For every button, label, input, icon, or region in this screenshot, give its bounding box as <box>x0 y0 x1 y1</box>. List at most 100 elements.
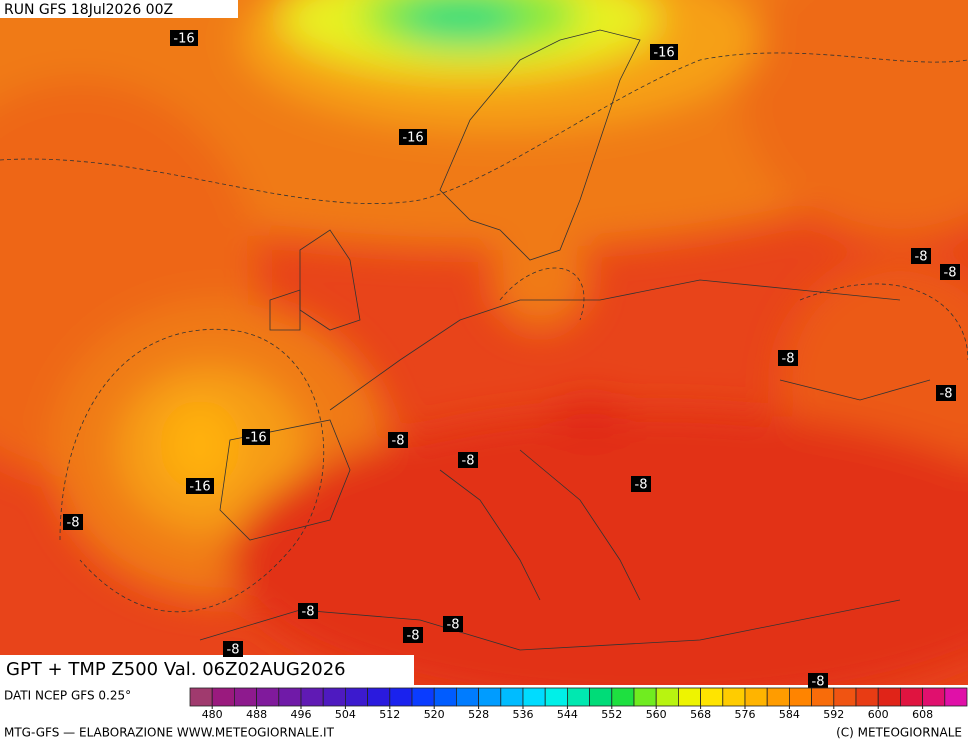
contour-label: -16 <box>245 431 266 446</box>
contour-label: -8 <box>227 643 240 658</box>
contour-label-box <box>911 248 931 264</box>
contour-label: -8 <box>67 516 80 531</box>
source-label: DATI NCEP GFS 0.25° <box>4 689 131 703</box>
colorbar-box <box>300 687 324 707</box>
colorbar-box <box>389 687 413 707</box>
map-field <box>0 0 968 685</box>
colorbar-tick-label: 504 <box>335 708 356 721</box>
header-box <box>0 0 238 18</box>
contour-label: -8 <box>782 352 795 367</box>
contour-label-box <box>808 673 828 689</box>
contour-label: -8 <box>812 675 825 690</box>
colorbar-tick-label: 600 <box>868 708 889 721</box>
colorbar-box <box>367 687 391 707</box>
colorbar-box <box>211 687 235 707</box>
contour-label: -8 <box>302 605 315 620</box>
contour-label-box <box>631 476 651 492</box>
contour-label-box <box>63 514 83 530</box>
contour-label-box <box>399 129 427 145</box>
colorbar-tick-label: 608 <box>912 708 933 721</box>
colorbar-tick-label: 584 <box>779 708 800 721</box>
contour-label: -8 <box>944 266 957 281</box>
contour-label-box <box>388 432 408 448</box>
contour-label-box <box>403 627 423 643</box>
colorbar-box <box>567 687 591 707</box>
colorbar-box <box>411 687 435 707</box>
colorbar-tick-label: 560 <box>646 708 667 721</box>
colorbar-tick-label: 480 <box>202 708 223 721</box>
contour-label: -8 <box>635 478 648 493</box>
contour-label-box <box>186 478 214 494</box>
colorbar-box <box>455 687 479 707</box>
colorbar-box <box>678 687 702 707</box>
colorbar-box <box>344 687 368 707</box>
contour-label: -8 <box>462 454 475 469</box>
colorbar-tick-label: 536 <box>513 708 534 721</box>
colorbar-tick-label: 520 <box>424 708 445 721</box>
colorbar-box <box>811 687 835 707</box>
colorbar-box <box>744 687 768 707</box>
contour-label-box <box>242 429 270 445</box>
colorbar-box <box>655 687 679 707</box>
colorbar-box <box>633 687 657 707</box>
contour-label: -8 <box>940 387 953 402</box>
contour-label-box <box>443 616 463 632</box>
colorbar-tick-label: 544 <box>557 708 578 721</box>
contour-label-box <box>650 44 678 60</box>
colorbar-box <box>433 687 457 707</box>
colorbar-tick-label: 488 <box>246 708 267 721</box>
contour-label-box <box>298 603 318 619</box>
credit-label: MTG-GFS — ELABORAZIONE WWW.METEOGIORNALE… <box>4 726 335 740</box>
colorbar-box <box>278 687 302 707</box>
colorbar-tick-label: 512 <box>379 708 400 721</box>
colorbar-box <box>789 687 813 707</box>
colorbar-box <box>922 687 946 707</box>
contour-label-box <box>936 385 956 401</box>
colorbar-box <box>855 687 879 707</box>
contour-label: -16 <box>402 131 423 146</box>
colorbar-box <box>233 687 257 707</box>
colorbar-box <box>256 687 280 707</box>
contour-label-box <box>940 264 960 280</box>
contour-label: -16 <box>173 32 194 47</box>
contour-label: -8 <box>447 618 460 633</box>
colorbar-box <box>944 687 968 707</box>
colorbar-box <box>877 687 901 707</box>
colorbar-box <box>500 687 524 707</box>
contour-label-box <box>170 30 198 46</box>
title-box <box>0 655 414 685</box>
colorbar-box <box>700 687 724 707</box>
contour-label: -8 <box>407 629 420 644</box>
colorbar-tick-label: 576 <box>735 708 756 721</box>
colorbar-box <box>722 687 746 707</box>
colorbar-tick-label: 568 <box>690 708 711 721</box>
contour-label: -8 <box>915 250 928 265</box>
colorbar-box <box>544 687 568 707</box>
map-title: GPT + TMP Z500 Val. 06Z02AUG2026 <box>6 659 346 680</box>
contour-label: -16 <box>189 480 210 495</box>
colorbar-box <box>611 687 635 707</box>
contour-label: -8 <box>392 434 405 449</box>
contour-label-box <box>778 350 798 366</box>
colorbar-box <box>833 687 857 707</box>
colorbar-box <box>900 687 924 707</box>
colorbar-tick-label: 552 <box>601 708 622 721</box>
isotherms <box>0 52 968 613</box>
run-label: RUN GFS 18Jul2026 00Z <box>4 2 173 18</box>
coastlines <box>199 29 931 651</box>
colorbar-box <box>522 687 546 707</box>
contour-label: -16 <box>653 46 674 61</box>
colorbar-tick-label: 528 <box>468 708 489 721</box>
colorbar-box <box>322 687 346 707</box>
colorbar-tick-label: 592 <box>823 708 844 721</box>
colorbar-box <box>589 687 613 707</box>
colorbar-box <box>766 687 790 707</box>
copyright-label: (C) METEOGIORNALE <box>836 726 962 740</box>
colorbar-tick-label: 496 <box>291 708 312 721</box>
colorbar-box <box>478 687 502 707</box>
colorbar-box <box>189 687 213 707</box>
contour-label-box <box>458 452 478 468</box>
contour-label-box <box>223 641 243 657</box>
